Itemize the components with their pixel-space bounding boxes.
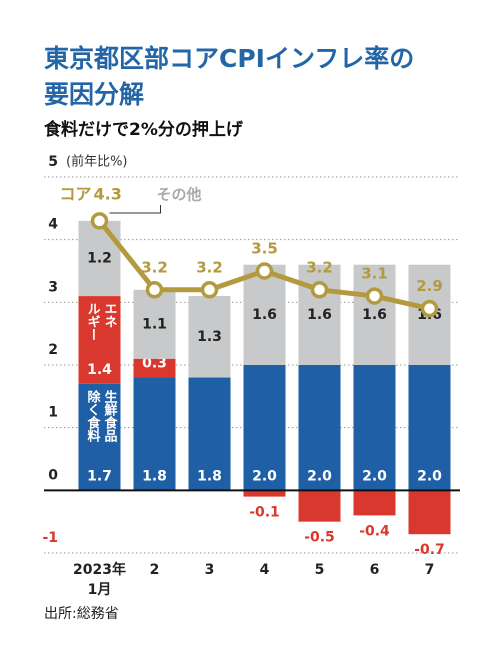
bar-segment [133,289,176,359]
data-label: -0.4 [359,523,390,539]
data-label: 2.0 [417,468,442,484]
series-name: コア [59,185,91,204]
data-label: 1.6 [252,307,277,323]
chart-title: 東京都区部コアCPIインフレ率の要因分解 [44,44,414,109]
data-label: 1.8 [197,468,222,484]
y-tick-label: 0 [48,467,58,483]
line-point [90,212,109,230]
data-label: 2.0 [252,468,277,484]
bar-segment [243,365,286,491]
bar-segment [133,358,176,378]
data-label: 3.2 [306,258,333,276]
bar-segment [78,220,121,297]
data-label: 1.2 [87,250,112,266]
series-name: その他 [157,186,202,204]
data-label: 1.6 [307,307,332,323]
y-tick-label: -1 [42,530,58,546]
data-label: 2.0 [362,468,387,484]
series-label: 生鮮食品 除く食料 [84,389,117,442]
line-point [145,281,164,299]
x-tick-label: 5 [315,562,325,578]
data-label: 2.9 [416,277,443,295]
series-name: 生鮮食品 除く食料 [84,389,117,442]
bar-segment [353,365,396,491]
data-label: 1.1 [142,316,167,332]
line-point [200,281,219,299]
x-tick-label: 2023年 1月 [73,561,126,598]
y-axis-label: (前年比%) [66,154,128,170]
data-label: 3.1 [361,265,388,283]
data-label: 1.6 [362,307,387,323]
bar-segment [408,365,451,491]
bar-segment [408,490,451,535]
bar-segment [188,296,231,378]
data-label: 3.2 [141,258,168,276]
data-label: 4.3 [94,185,122,204]
x-tick-label: 2 [150,562,160,578]
chart-subtitle: 食料だけで2%分の押上げ [44,119,244,140]
line-point [365,287,384,305]
x-tick-label: 7 [425,562,435,578]
x-tick-label: 6 [370,562,380,578]
bar-segment [78,296,121,384]
data-label: -0.1 [249,505,280,521]
data-label: 0.3 [142,356,167,372]
series-name: エネ ルギー [84,302,117,342]
data-label: 2.0 [307,468,332,484]
data-label: 1.3 [197,329,222,345]
data-label: 3.5 [251,240,278,258]
data-label: 1.7 [87,468,112,484]
bar-segment [133,377,176,491]
y-tick-label: 1 [48,405,58,421]
data-label: 1.8 [142,468,167,484]
data-label: 3.2 [196,258,223,276]
y-tick-label: 2 [48,342,58,358]
bar-segment [353,490,396,516]
data-label: 1.4 [87,362,112,378]
bar-segment [188,377,231,491]
source: 出所:総務省 [44,606,119,622]
y-tick-label: 4 [48,217,58,233]
line-point [420,299,439,318]
data-label: -0.7 [414,542,445,558]
x-tick-label: 3 [205,562,215,578]
series-label: エネ ルギー [84,302,117,342]
bar-segment [353,264,396,365]
bar-segment [243,490,286,497]
x-tick-label: 4 [260,562,270,578]
bar-segment [298,365,341,491]
y-tick-label: 5 [48,154,58,170]
y-tick-label: 3 [48,279,58,295]
data-label: -0.5 [304,530,335,546]
leader-line [109,205,161,214]
bar-segment [298,490,341,522]
bar-segment [78,383,121,491]
line-point [310,281,329,299]
bar-segment [243,264,286,365]
line-point [255,262,274,280]
